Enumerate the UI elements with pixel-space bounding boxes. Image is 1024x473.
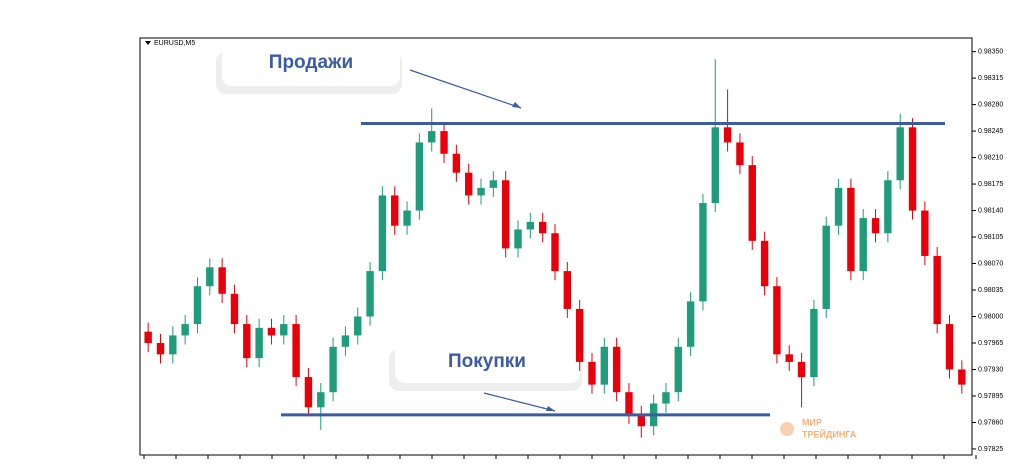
y-tick-label: 0.98350 (978, 48, 1003, 55)
y-tick-label: 0.98210 (978, 154, 1003, 161)
candle-body (699, 202, 707, 302)
y-tick-label: 0.97965 (978, 340, 1003, 347)
candle-body (341, 335, 350, 347)
candle-body (428, 131, 436, 143)
candle-body (575, 308, 584, 362)
candle-body (193, 286, 202, 325)
candle-body (773, 286, 781, 355)
y-tick-label: 0.98000 (978, 313, 1003, 320)
candle-body (317, 392, 325, 408)
arrow (483, 392, 556, 412)
candle-body (797, 361, 806, 378)
candle-body (612, 346, 621, 393)
watermark-logo (780, 422, 794, 436)
box (395, 343, 580, 383)
candle-body (255, 327, 263, 359)
candle-body (945, 324, 954, 370)
candle-body (440, 131, 448, 154)
candle-body (514, 229, 522, 249)
candle-body (304, 377, 313, 408)
watermark: МИР (802, 417, 822, 427)
annotation: Продажи (269, 52, 353, 73)
watermark: ТРЕЙДИНГА (802, 428, 857, 439)
candle-body (736, 142, 744, 166)
candle-body (329, 346, 337, 393)
y-tick-label: 0.98280 (978, 101, 1003, 108)
candle-body (847, 187, 855, 272)
annotation: Покупки (448, 351, 526, 372)
y-tick-label: 0.98245 (978, 128, 1003, 135)
y-tick-label: 0.98175 (978, 181, 1003, 188)
arrow-head (512, 102, 521, 108)
candle-body (600, 346, 609, 385)
candle-body (785, 354, 793, 362)
candle-body (884, 180, 892, 234)
candle-body (686, 301, 695, 347)
candle-body (144, 331, 152, 343)
candle-body (477, 187, 485, 196)
y-tick-label: 0.98315 (978, 75, 1003, 82)
arrow (409, 69, 522, 109)
candle-body (181, 324, 189, 336)
candle-body (280, 324, 288, 336)
candle-body (921, 210, 929, 256)
candle-body (156, 342, 165, 355)
candle-body (625, 392, 633, 415)
candle-body (834, 187, 843, 226)
candle-body (218, 267, 226, 294)
candle-body (674, 346, 682, 393)
buy-box: Покупки (389, 343, 582, 391)
y-tick-label: 0.97930 (978, 366, 1003, 373)
candle-body (243, 324, 251, 359)
candle-body (489, 180, 498, 188)
candle-body (391, 195, 399, 226)
candle-body (267, 327, 276, 336)
candle-body (822, 225, 830, 309)
candle-body (292, 324, 300, 378)
box (222, 46, 400, 86)
candle-body (723, 127, 732, 143)
candle-body (760, 240, 769, 287)
y-tick-label: 0.98070 (978, 260, 1003, 267)
candle-body (748, 165, 756, 241)
candle-body (366, 271, 374, 317)
symbol-arrow (145, 41, 151, 45)
candle-body (378, 195, 387, 272)
y-tick-label: 0.97895 (978, 393, 1003, 400)
candle-body (526, 221, 535, 230)
candle-body (958, 369, 966, 385)
candle-body (354, 316, 362, 336)
candle-body (588, 361, 596, 385)
candle-body (230, 293, 239, 325)
candle-body (538, 221, 547, 234)
symbol: EURUSD,M5 (154, 40, 195, 47)
candle-body (563, 271, 572, 309)
candle-body (933, 255, 941, 325)
y-tick-label: 0.97825 (978, 446, 1003, 453)
y-tick-label: 0.98140 (978, 207, 1003, 214)
candle-body (810, 308, 818, 378)
candle-body (403, 210, 411, 226)
candle-body (871, 218, 880, 234)
y-tick-label: 0.98035 (978, 287, 1003, 294)
candle-body (206, 267, 214, 287)
candle-body (662, 392, 670, 404)
candle-body (501, 180, 510, 249)
candle-body (415, 142, 424, 211)
sell-box: Продажи (216, 46, 402, 94)
candle-body (859, 218, 867, 272)
candle-body (169, 335, 177, 355)
candle-body (551, 233, 559, 272)
y-tick-label: 0.98105 (978, 234, 1003, 241)
candle-body (908, 127, 917, 211)
candle-body (896, 127, 904, 181)
candle-body (711, 127, 719, 203)
candle-body (465, 172, 473, 196)
candle-body (452, 153, 461, 173)
candle-body (637, 414, 645, 427)
y-tick-label: 0.97860 (978, 419, 1003, 426)
arrow-head (546, 406, 555, 411)
